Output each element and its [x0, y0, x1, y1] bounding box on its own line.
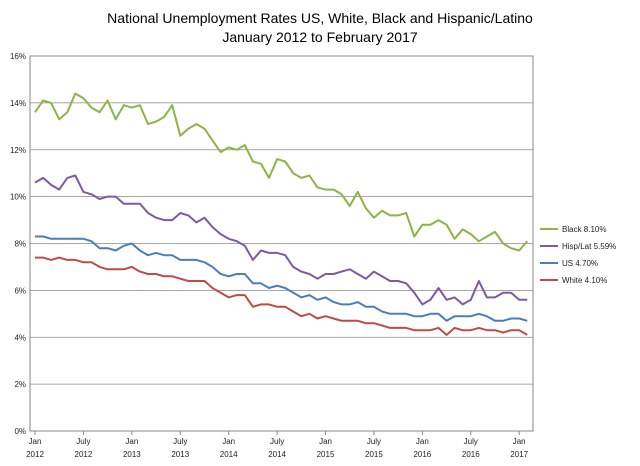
x-tick-label: July: [76, 437, 90, 446]
y-tick-label: 0%: [14, 427, 26, 436]
x-tick-label: Jan: [319, 437, 332, 446]
x-tick-year: 2013: [171, 450, 189, 459]
series-line-2: [35, 235, 528, 322]
x-tick-year: 2012: [75, 450, 93, 459]
y-tick-label: 16%: [10, 52, 26, 61]
x-tick-label: Jan: [125, 437, 138, 446]
legend-label: US 4.70%: [562, 259, 598, 268]
y-tick-label: 12%: [10, 146, 26, 155]
legend-label: Black 8.10%: [562, 225, 606, 234]
y-tick-label: 14%: [10, 99, 26, 108]
series-line-1: [34, 174, 528, 306]
x-tick-label: July: [367, 437, 381, 446]
x-tick-year: 2013: [123, 450, 141, 459]
x-tick-label: Jan: [222, 437, 235, 446]
legend-label: Hisp/Lat 5.59%: [562, 242, 616, 251]
x-tick-label: Jan: [29, 437, 42, 446]
x-tick-year: 2014: [268, 450, 286, 459]
x-tick-label: July: [270, 437, 284, 446]
x-tick-year: 2017: [510, 450, 528, 459]
chart-subtitle: January 2012 to February 2017: [222, 29, 418, 45]
x-tick-year: 2016: [462, 450, 480, 459]
x-tick-year: 2016: [413, 450, 431, 459]
x-tick-year: 2015: [317, 450, 335, 459]
legend-label: White 4.10%: [562, 276, 607, 285]
x-tick-label: Jan: [416, 437, 429, 446]
x-tick-year: 2012: [26, 450, 44, 459]
y-tick-label: 8%: [14, 240, 26, 249]
x-tick-year: 2015: [365, 450, 383, 459]
y-tick-label: 2%: [14, 380, 26, 389]
x-tick-label: July: [173, 437, 187, 446]
chart-title: National Unemployment Rates US, White, B…: [107, 10, 533, 26]
series-line-0: [34, 92, 529, 252]
y-tick-label: 10%: [10, 193, 26, 202]
series-line-3: [35, 256, 528, 336]
x-tick-label: Jan: [513, 437, 526, 446]
y-tick-label: 4%: [14, 333, 26, 342]
y-tick-label: 6%: [14, 286, 26, 295]
x-tick-label: July: [464, 437, 478, 446]
x-tick-year: 2014: [220, 450, 238, 459]
